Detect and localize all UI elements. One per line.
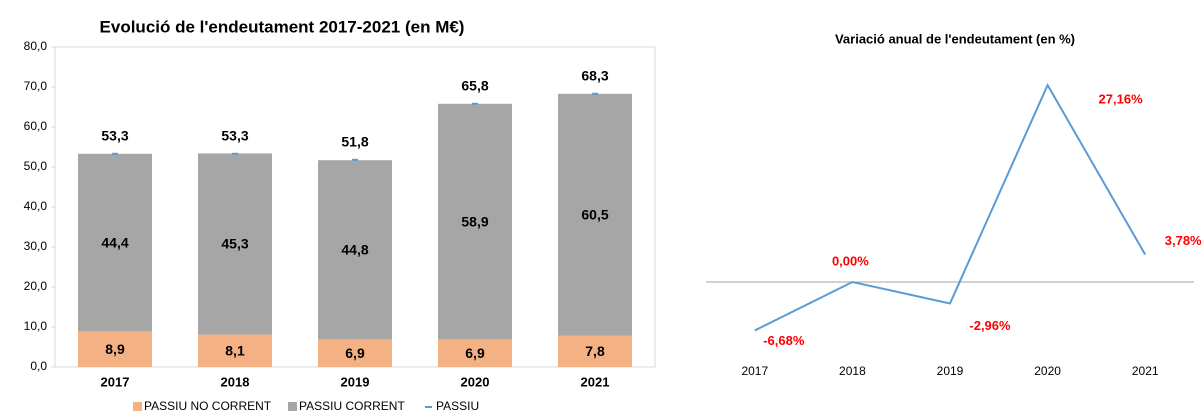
x-tick-label: 2021 (581, 374, 610, 389)
bar-segment (438, 103, 512, 340)
legend-label: PASSIU CORRENT (299, 399, 405, 413)
chart-title: Evolució de l'endeutament 2017-2021 (en … (100, 17, 465, 36)
legend-label: PASSIU NO CORRENT (144, 399, 272, 413)
x-tick-label: 2020 (1034, 364, 1061, 378)
bar-segment (318, 339, 392, 367)
y-tick-label: 20,0 (24, 279, 48, 293)
y-tick-label: 40,0 (24, 199, 48, 213)
chart-title: Variació anual de l'endeutament (en %) (835, 31, 1075, 46)
bar-segment (78, 331, 152, 367)
y-tick-label: 60,0 (24, 119, 48, 133)
x-tick-label: 2018 (839, 364, 866, 378)
legend-swatch (133, 402, 142, 411)
legend-swatch (288, 402, 297, 411)
segment-label: 8,1 (225, 343, 245, 359)
x-tick-label: 2019 (341, 374, 370, 389)
data-label: -2,96% (969, 318, 1011, 333)
data-label: 0,00% (832, 253, 869, 268)
bar-segment (198, 153, 272, 335)
data-label: -6,68% (763, 333, 805, 348)
line (754, 82, 1147, 332)
x-tick-label: 2020 (461, 374, 490, 389)
total-label: 65,8 (461, 78, 488, 94)
segment-label: 44,8 (341, 242, 368, 258)
bar-segment (558, 93, 632, 336)
y-tick-label: 10,0 (24, 319, 48, 333)
data-label: 27,16% (1099, 92, 1144, 107)
segment-label: 7,8 (585, 343, 605, 359)
bar-segment (318, 160, 392, 340)
segment-label: 6,9 (465, 345, 485, 361)
total-label: 53,3 (101, 128, 128, 144)
data-label: 3,78% (1165, 233, 1201, 248)
segment-label: 44,4 (101, 234, 128, 250)
bar-segment (438, 339, 512, 367)
bar-segment (558, 335, 632, 367)
y-tick-label: 50,0 (24, 159, 48, 173)
legend-label: PASSIU (436, 399, 479, 413)
x-tick-label: 2019 (937, 364, 964, 378)
y-tick-label: 30,0 (24, 239, 48, 253)
segment-label: 6,9 (345, 345, 365, 361)
segment-label: 45,3 (221, 236, 248, 252)
segment-label: 60,5 (581, 207, 608, 223)
bar-segment (198, 334, 272, 367)
total-label: 51,8 (341, 134, 368, 150)
total-label: 68,3 (581, 68, 608, 84)
y-tick-label: 70,0 (24, 79, 48, 93)
y-tick-label: 80,0 (24, 39, 48, 53)
segment-label: 8,9 (105, 341, 125, 357)
x-tick-label: 2017 (741, 364, 768, 378)
y-tick-label: 0,0 (30, 359, 47, 373)
bar-segment (78, 153, 152, 332)
x-tick-label: 2018 (221, 374, 250, 389)
segment-label: 58,9 (461, 213, 488, 229)
x-tick-label: 2017 (101, 374, 130, 389)
x-tick-label: 2021 (1132, 364, 1159, 378)
total-label: 53,3 (221, 128, 248, 144)
